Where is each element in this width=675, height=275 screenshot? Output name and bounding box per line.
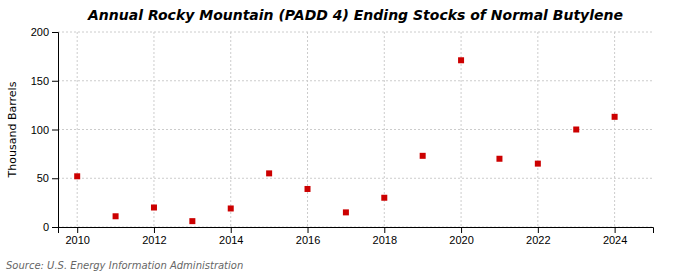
point	[420, 153, 426, 159]
x-tick-mark	[308, 227, 309, 233]
y-tick-mark	[52, 178, 58, 179]
x-tick-mark	[461, 227, 462, 233]
point	[305, 186, 311, 192]
point	[535, 161, 541, 167]
x-tick: 2010	[65, 227, 89, 246]
y-tick-label: 150	[31, 75, 49, 87]
point	[343, 209, 349, 215]
y-tick-mark	[52, 130, 58, 131]
x-tick: 2020	[449, 227, 473, 246]
point	[74, 173, 80, 179]
x-tick-mark	[615, 227, 616, 233]
y-axis-line	[52, 33, 59, 228]
x-tick-mark	[77, 227, 78, 233]
y-tick-mark	[52, 227, 58, 228]
y-tick: 100	[31, 124, 58, 136]
y-axis: 0 50 100 150 200	[31, 26, 59, 233]
x-tick-label: 2020	[449, 234, 473, 246]
y-tick: 0	[43, 221, 58, 233]
y-axis-title: Thousand Barrels	[6, 81, 19, 178]
x-tick-mark	[538, 227, 539, 233]
chart: 2010 2012 2014 2016 2018 2020 2022 2024 0 50 100 15…	[0, 0, 675, 275]
source-note: Source: U.S. Energy Information Administ…	[6, 260, 243, 271]
y-grid-line	[58, 178, 653, 179]
x-tick-label: 2012	[142, 234, 166, 246]
point	[151, 205, 157, 211]
y-tick-label: 200	[31, 26, 49, 38]
y-tick-label: 0	[43, 221, 49, 233]
point	[266, 170, 272, 176]
title: Annual Rocky Mountain (PADD 4) Ending St…	[87, 7, 623, 23]
x-grid-line	[77, 32, 78, 227]
point	[496, 156, 502, 162]
x-tick-label: 2016	[296, 234, 320, 246]
x-tick-label: 2010	[65, 234, 89, 246]
x-tick: 2018	[373, 227, 397, 246]
y-tick: 50	[37, 172, 58, 184]
x-tick-mark	[231, 227, 232, 233]
x-axis: 2010 2012 2014 2016 2018 2020 2022 2024	[59, 227, 654, 246]
x-tick-mark	[154, 227, 155, 233]
x-tick-mark	[384, 227, 385, 233]
y-tick: 200	[31, 26, 58, 38]
x-tick-label: 2022	[526, 234, 550, 246]
point	[458, 57, 464, 63]
x-tick: 2016	[296, 227, 320, 246]
point	[189, 218, 195, 224]
y-tick: 150	[31, 75, 58, 87]
x-tick-label: 2018	[373, 234, 397, 246]
point	[573, 127, 579, 133]
points	[74, 57, 617, 224]
y-grid-line	[58, 32, 653, 33]
y-tick-label: 100	[31, 124, 49, 136]
y-tick-mark	[52, 81, 58, 82]
grid	[58, 32, 653, 227]
point	[612, 114, 618, 120]
x-tick: 2012	[142, 227, 166, 246]
point	[381, 195, 387, 201]
y-grid-line	[58, 80, 653, 81]
x-axis-line	[59, 228, 654, 234]
y-tick-label: 50	[37, 172, 49, 184]
x-tick-label: 2014	[219, 234, 243, 246]
x-tick: 2024	[603, 227, 627, 246]
y-tick-mark	[52, 32, 58, 33]
x-tick-label: 2024	[603, 234, 627, 246]
point	[228, 205, 234, 211]
point	[113, 213, 119, 219]
y-grid-line	[58, 129, 653, 130]
x-tick: 2014	[219, 227, 243, 246]
x-tick: 2022	[526, 227, 550, 246]
plot: 2010 2012 2014 2016 2018 2020 2022 2024 0 50 100 15…	[31, 26, 654, 246]
